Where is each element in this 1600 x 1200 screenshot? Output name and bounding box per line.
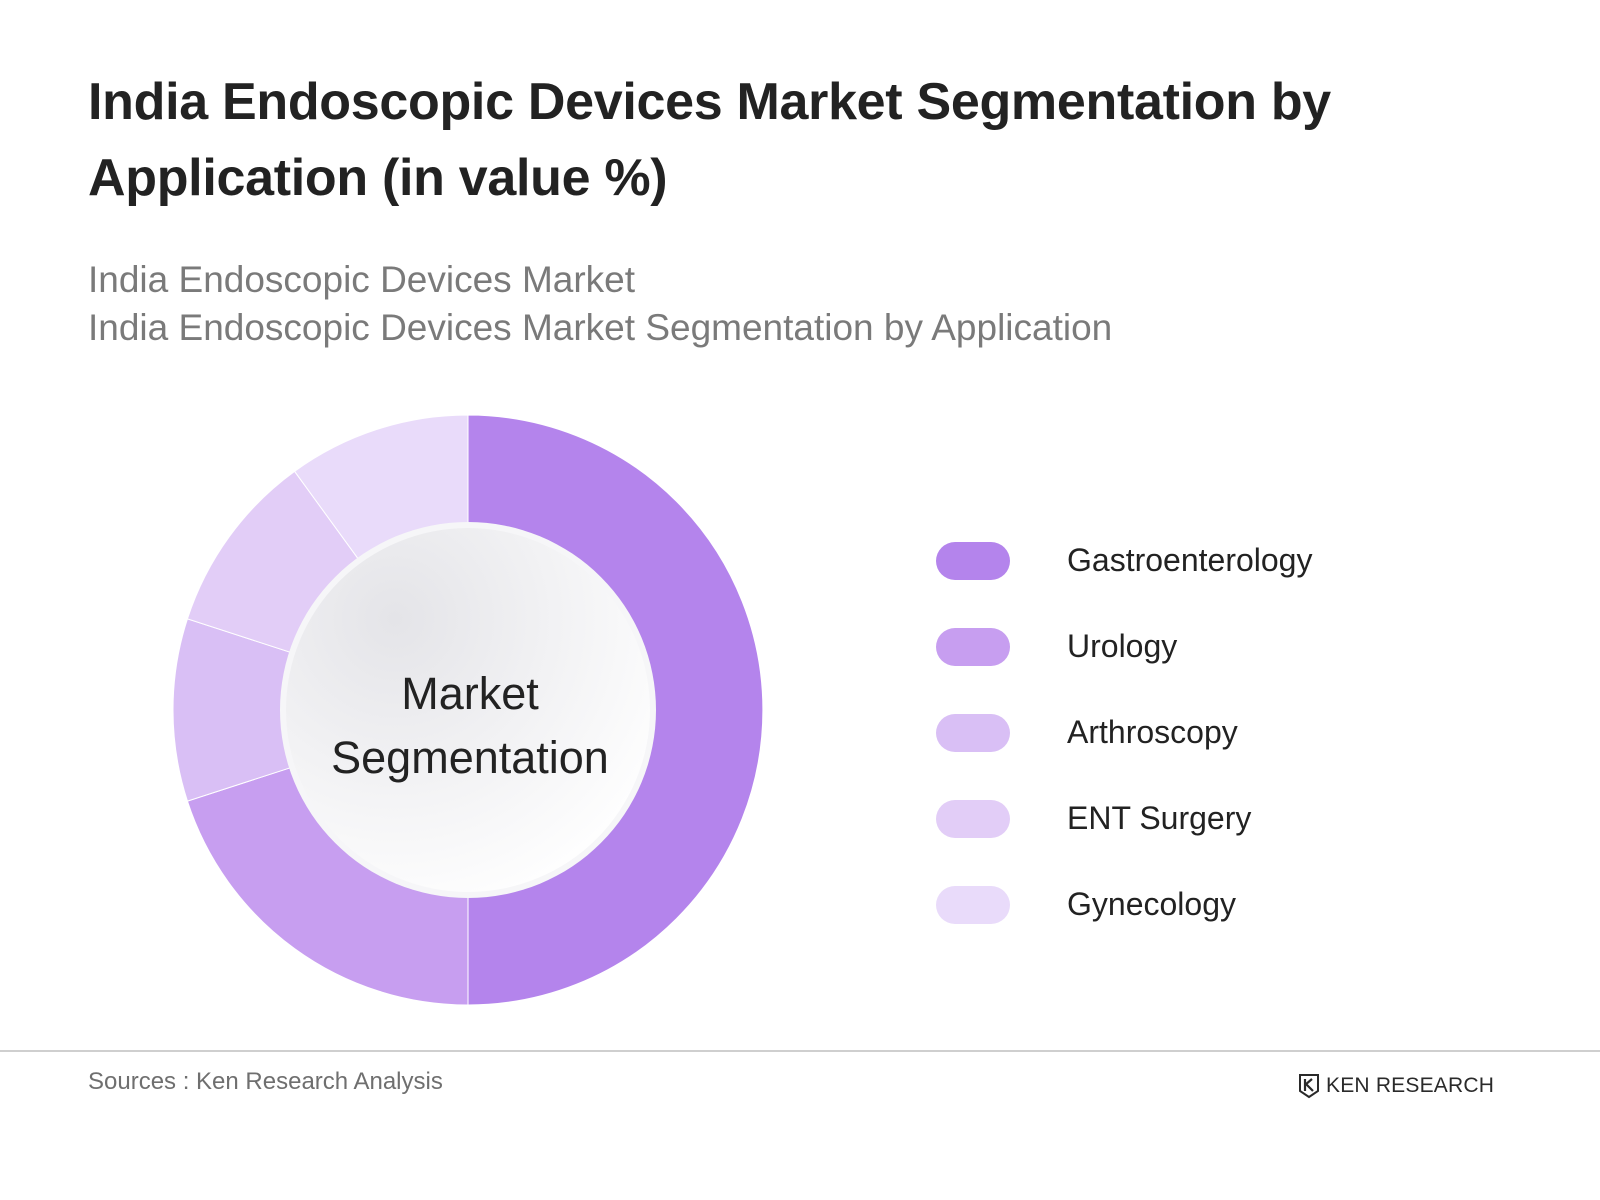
donut-slices [172,414,764,1006]
brand-logo: KEN RESEARCH [1298,1070,1494,1102]
center-label-line-2: Segmentation [331,732,609,783]
donut-center [286,528,650,892]
chart-title: India Endoscopic Devices Market Segmenta… [88,73,1331,207]
legend-item-ent-surgery: ENT Surgery [936,788,1556,874]
footer-divider [0,1050,1600,1052]
source-note: Sources : Ken Research Analysis [88,1068,443,1095]
legend-label-gynecology: Gynecology [1067,886,1236,922]
donut-chart [172,414,764,1006]
legend-swatch-gastroenterology [936,542,1010,580]
donut-center-label: Market Segmentation [290,662,650,790]
brand-name: KEN RESEARCH [1326,1074,1495,1097]
chart-subtitle: India Endoscopic Devices Market India En… [88,256,1488,352]
center-label-line-1: Market [401,668,539,719]
chart-legend: Gastroenterology Urology Arthroscopy ENT Su… [936,530,1556,960]
legend-item-arthroscopy: Arthroscopy [936,702,1556,788]
subtitle-line-2: India Endoscopic Devices Market Segmenta… [88,307,1113,348]
legend-swatch-ent-surgery [936,800,1010,838]
legend-label-arthroscopy: Arthroscopy [1067,714,1238,750]
legend-label-urology: Urology [1067,628,1178,664]
legend-item-gastroenterology: Gastroenterology [936,530,1556,616]
legend-item-urology: Urology [936,616,1556,702]
legend-swatch-gynecology [936,886,1010,924]
legend-label-gastroenterology: Gastroenterology [1067,542,1313,578]
legend-label-ent-surgery: ENT Surgery [1067,800,1252,836]
legend-swatch-urology [936,628,1010,666]
legend-item-gynecology: Gynecology [936,874,1556,960]
subtitle-line-1: India Endoscopic Devices Market [88,259,636,300]
legend-swatch-arthroscopy [936,714,1010,752]
ken-research-logo-icon [1299,1074,1319,1099]
